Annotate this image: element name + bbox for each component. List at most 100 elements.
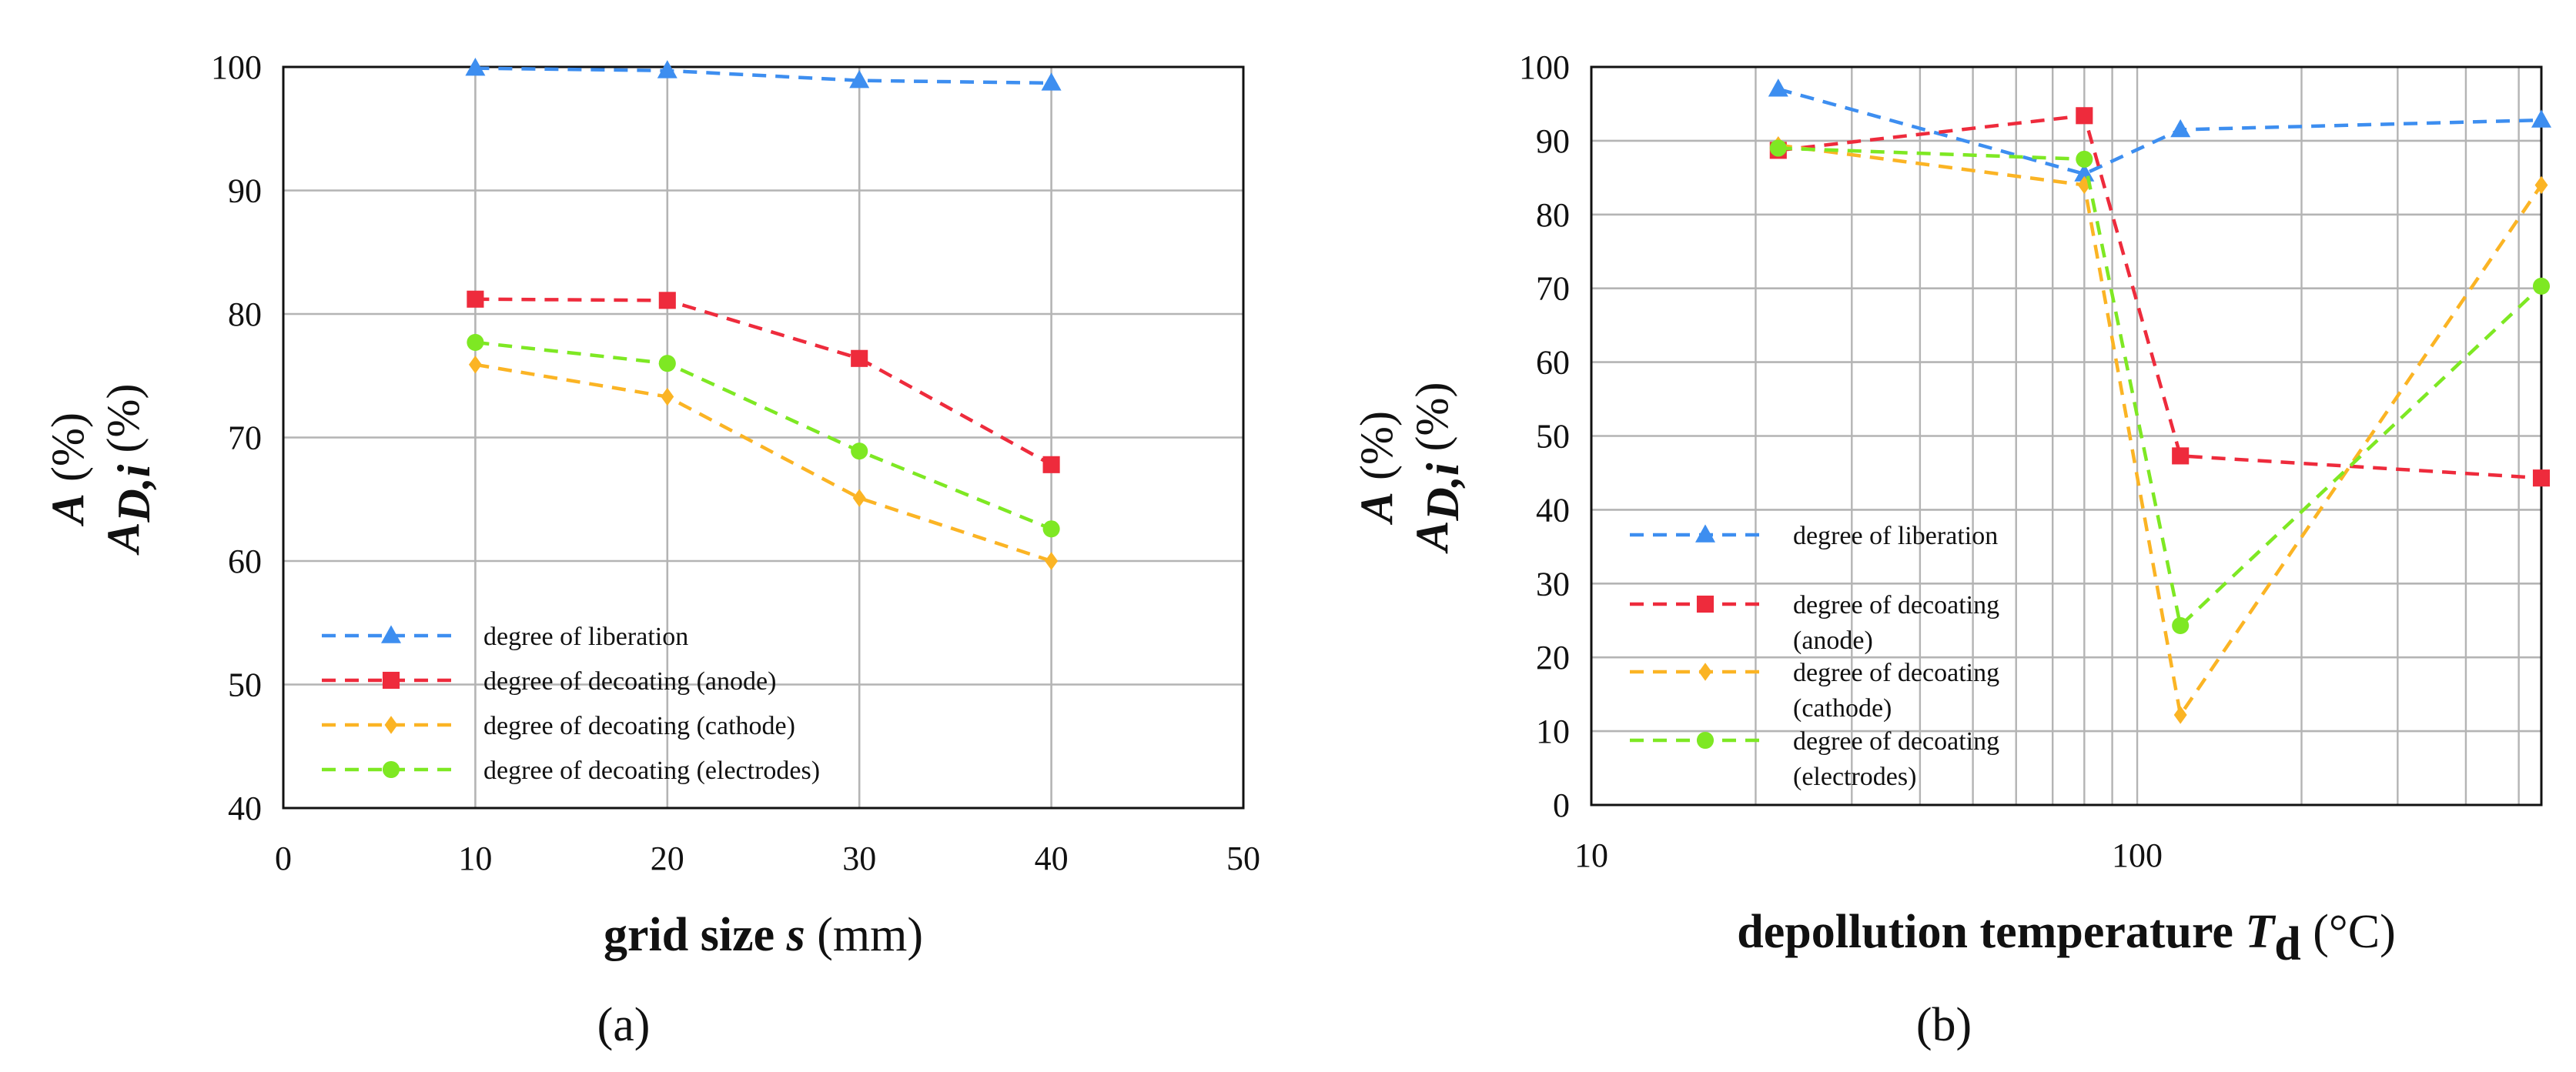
data-point: [661, 387, 674, 406]
data-point: [1768, 78, 1788, 97]
y-axis-label-line2: AD,i (%): [1407, 382, 1468, 555]
data-point: [2532, 469, 2551, 487]
y-tick-label: 90: [1536, 122, 1570, 160]
legend-entry: degree of decoating (anode): [1630, 591, 1999, 655]
data-point: [1042, 456, 1060, 473]
legend-marker: [1698, 663, 1712, 681]
series-0: [1768, 78, 2551, 182]
legend-label: degree of decoating (anode): [483, 667, 776, 696]
legend-marker: [382, 760, 400, 779]
y-tick-label: 80: [228, 296, 262, 333]
y-tick-label: 100: [1519, 48, 1570, 86]
x-tick-label: 50: [1226, 840, 1260, 877]
series-2: [468, 356, 1059, 570]
legend-entry: degree of decoating (electrodes): [322, 756, 820, 785]
series-3: [1769, 139, 2551, 635]
chart-panel-a: 40 50 60 70 80 90 100 0 10 20 30 40 50 degree of libe…: [42, 48, 1260, 1051]
legend-label: (anode): [1793, 626, 1873, 655]
data-point: [852, 489, 866, 507]
y-tick-label: 20: [1536, 639, 1570, 676]
series-3: [467, 333, 1060, 538]
data-point: [1042, 520, 1060, 538]
legend-label: degree of liberation: [1793, 522, 1998, 550]
data-point: [851, 442, 868, 460]
y-tick-label: 0: [1553, 786, 1570, 824]
legend-marker: [1696, 731, 1715, 750]
legend-label: degree of decoating: [1793, 591, 1999, 619]
series-line: [1778, 113, 2542, 480]
series-line: [475, 66, 1052, 85]
y-tick-label: 60: [228, 543, 262, 580]
data-point: [2532, 277, 2551, 295]
data-point: [2173, 706, 2187, 724]
series-1: [1769, 107, 2551, 487]
series-line: [475, 340, 1052, 531]
legend-marker: [381, 625, 401, 643]
grid: [1591, 65, 2541, 807]
y-tick-label: 100: [211, 48, 262, 86]
series-line: [1778, 143, 2543, 720]
legend-label: (cathode): [1793, 694, 1892, 723]
legend-label: degree of liberation: [483, 623, 688, 651]
data-point: [468, 356, 482, 374]
data-point: [2172, 447, 2190, 465]
data-point: [2534, 175, 2548, 195]
data-point: [1045, 552, 1059, 570]
panel-label: (b): [1916, 999, 1972, 1051]
legend-entry: degree of decoating (cathode): [322, 712, 795, 740]
x-axis-label: depollution temperature Td (°C): [1737, 906, 2395, 970]
data-point: [2076, 150, 2093, 168]
series-line: [1778, 87, 2542, 176]
legend-entry: degree of decoating (anode): [322, 667, 776, 696]
x-tick-label: 10: [458, 840, 492, 877]
y-tick-label: 70: [228, 419, 262, 457]
legend-label: degree of decoating: [1793, 659, 1999, 687]
y-tick-label: 10: [1536, 713, 1570, 750]
data-point: [849, 70, 870, 88]
x-tick-label: 40: [1035, 840, 1069, 877]
legend-label: degree of decoating (electrodes): [483, 756, 820, 785]
data-point: [658, 355, 676, 372]
series-1: [467, 290, 1060, 473]
legend-label: (electrodes): [1793, 763, 1916, 791]
plot-frame: [1590, 65, 2543, 807]
legend-marker: [382, 671, 400, 690]
legend-marker: [1696, 595, 1715, 613]
y-tick-label: 40: [1536, 491, 1570, 529]
series-line: [475, 362, 1052, 563]
legend-entry: degree of decoating (cathode): [1630, 659, 1999, 723]
data-point: [465, 57, 486, 76]
y-tick-label: 90: [228, 172, 262, 210]
x-tick-label: 100: [2112, 837, 2163, 874]
y-tick-label: 70: [1536, 270, 1570, 308]
plot-frame: [282, 65, 1245, 810]
legend-entry: degree of liberation: [1630, 522, 1998, 550]
y-tick-label: 50: [228, 666, 262, 704]
data-point: [658, 292, 676, 309]
data-point: [2170, 119, 2191, 138]
x-axis-label: grid size s (mm): [604, 909, 923, 961]
y-tick-label: 40: [228, 790, 262, 827]
y-axis-label-line1: A (%): [1351, 411, 1402, 526]
series-2: [1771, 135, 2548, 724]
y-tick-label: 80: [1536, 196, 1570, 234]
legend-entry: degree of liberation: [322, 623, 688, 651]
x-tick-label: 0: [275, 840, 292, 877]
data-point: [467, 290, 484, 308]
y-axis-label: A (%)AD,i (%): [1351, 382, 1468, 555]
series-line: [1778, 146, 2543, 630]
x-tick-label: 10: [1574, 837, 1608, 874]
y-tick-label: 30: [1536, 565, 1570, 603]
data-point: [1041, 72, 1062, 91]
legend: degree of liberation degree of decoating …: [322, 623, 820, 785]
legend-marker: [384, 716, 398, 734]
legend-label: degree of decoating: [1793, 727, 1999, 756]
y-tick-label: 60: [1536, 344, 1570, 382]
data-point: [851, 349, 868, 367]
data-point: [657, 60, 677, 78]
series-0: [465, 57, 1062, 91]
legend-label: degree of decoating (cathode): [483, 712, 795, 740]
series-line: [475, 297, 1052, 466]
